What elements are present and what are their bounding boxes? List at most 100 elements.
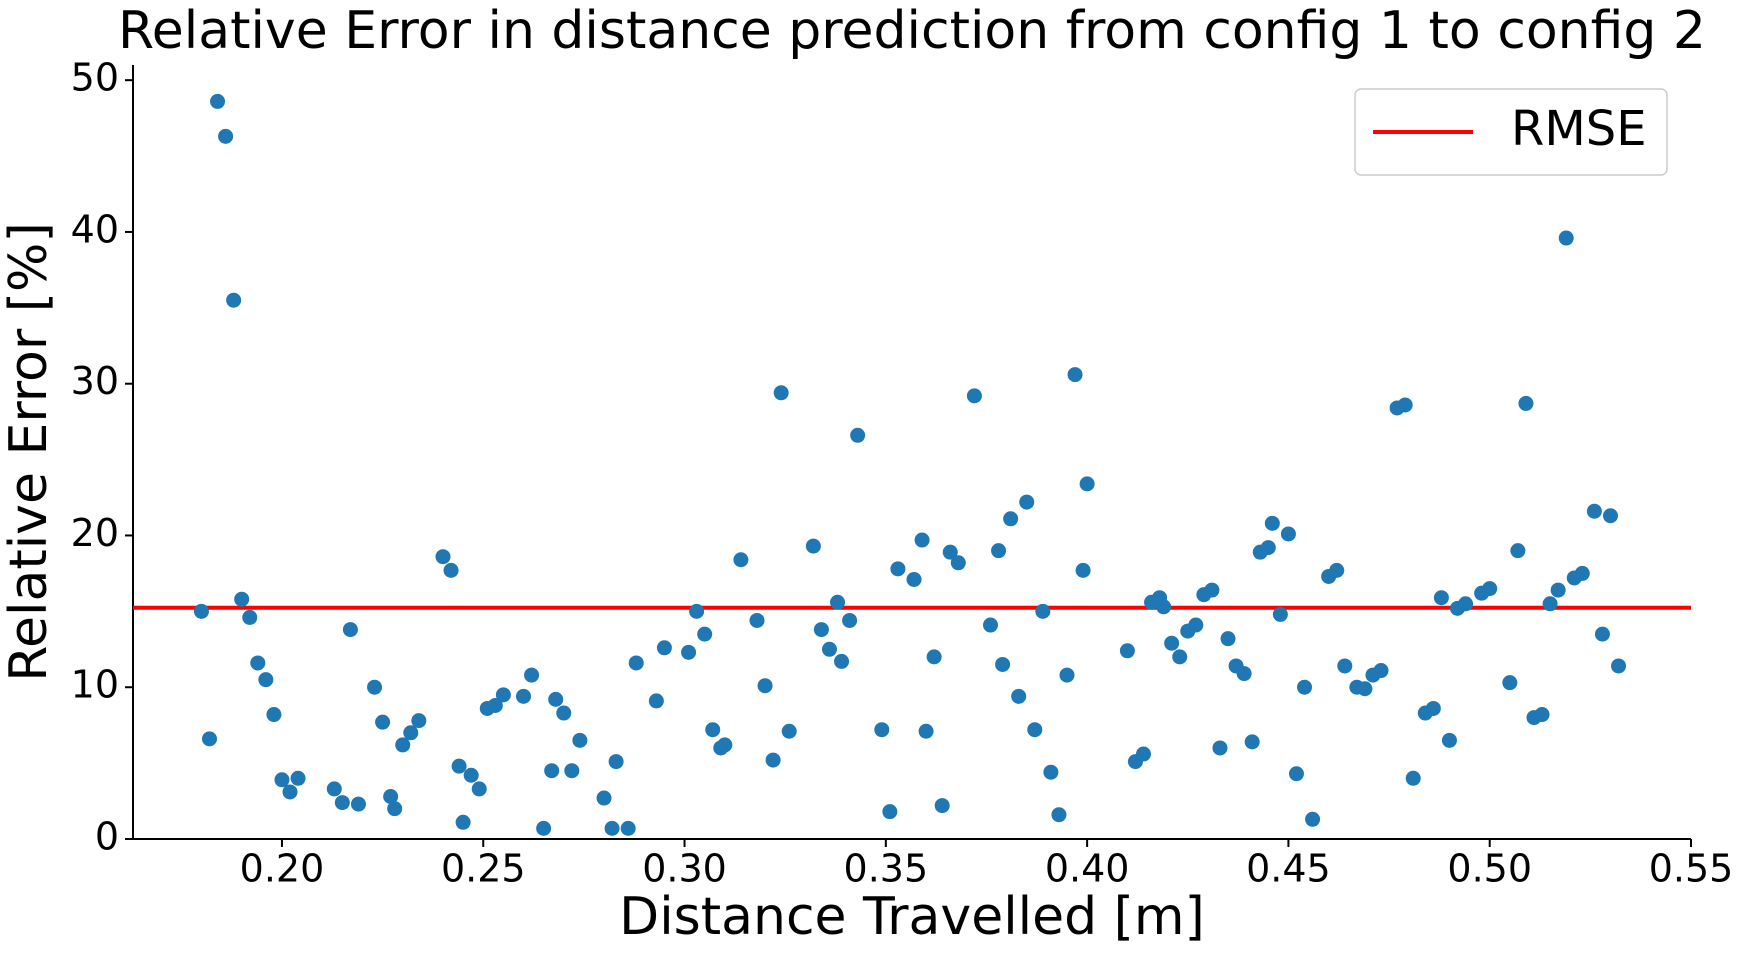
point (1510, 543, 1526, 559)
point (906, 571, 922, 587)
point (548, 691, 564, 707)
point (435, 549, 451, 565)
point (326, 781, 342, 797)
point (1594, 626, 1610, 642)
point (1079, 476, 1095, 492)
point (1373, 663, 1389, 679)
point (1297, 679, 1313, 695)
point (1574, 565, 1590, 581)
y-tick-label: 0 (95, 815, 119, 859)
point (681, 644, 697, 660)
point (1558, 230, 1574, 246)
point (966, 388, 982, 404)
point (1067, 367, 1083, 383)
point (1059, 667, 1075, 683)
point (842, 612, 858, 628)
point (1611, 658, 1627, 674)
point (1458, 596, 1474, 612)
point (918, 723, 934, 739)
point (1534, 707, 1550, 723)
point (1011, 688, 1027, 704)
point (1220, 631, 1236, 647)
point (536, 820, 552, 836)
point (1305, 811, 1321, 827)
point (487, 697, 503, 713)
point (290, 770, 306, 786)
point (773, 385, 789, 401)
point (781, 723, 797, 739)
y-tick-label: 10 (71, 663, 119, 707)
chart-title: Relative Error in distance prediction fr… (118, 1, 1706, 61)
point (1156, 599, 1172, 615)
x-tick-label: 0.45 (1246, 847, 1331, 891)
point (1357, 681, 1373, 697)
point (1236, 666, 1252, 682)
point (455, 814, 471, 830)
point (1586, 503, 1602, 519)
point (834, 653, 850, 669)
point (749, 612, 765, 628)
point (1405, 770, 1421, 786)
y-tick-label: 50 (71, 56, 119, 100)
point (395, 737, 411, 753)
point (463, 767, 479, 783)
point (733, 552, 749, 568)
point (471, 781, 487, 797)
point (1264, 515, 1280, 531)
point (1482, 581, 1498, 597)
point (1433, 590, 1449, 606)
legend-box (1354, 88, 1668, 176)
point (765, 752, 781, 768)
point (1212, 740, 1228, 756)
point (1441, 732, 1457, 748)
point (572, 732, 588, 748)
point (258, 672, 274, 688)
point (250, 655, 266, 671)
point (226, 292, 242, 308)
point (1329, 562, 1345, 578)
point (821, 641, 837, 657)
point (234, 591, 250, 607)
point (1027, 722, 1043, 738)
point (950, 555, 966, 571)
point (387, 801, 403, 817)
y-axis-label: Relative Error [%] (0, 222, 59, 682)
point (697, 626, 713, 642)
point (596, 790, 612, 806)
point (757, 678, 773, 694)
point (874, 722, 890, 738)
x-tick-label: 0.20 (240, 847, 325, 891)
point (830, 594, 846, 610)
point (1051, 807, 1067, 823)
point (991, 543, 1007, 559)
point (516, 688, 532, 704)
y-tick-label: 30 (71, 359, 119, 403)
point (1188, 617, 1204, 633)
point (890, 561, 906, 577)
point (995, 656, 1011, 672)
point (451, 758, 467, 774)
point (266, 707, 282, 723)
point (1280, 526, 1296, 542)
point (564, 763, 580, 779)
x-tick-label: 0.35 (844, 847, 929, 891)
point (1272, 606, 1288, 622)
point (942, 544, 958, 560)
point (1019, 494, 1035, 510)
point (882, 804, 898, 820)
point (934, 798, 950, 814)
point (805, 538, 821, 554)
point (1075, 562, 1091, 578)
point (1288, 766, 1304, 782)
point (648, 693, 664, 709)
point (1260, 540, 1276, 556)
point (1135, 746, 1151, 762)
point (983, 617, 999, 633)
point (1003, 511, 1019, 527)
point (620, 820, 636, 836)
point (282, 784, 298, 800)
point (1043, 764, 1059, 780)
x-tick-label: 0.25 (441, 847, 526, 891)
point (1119, 643, 1135, 659)
point (524, 667, 540, 683)
